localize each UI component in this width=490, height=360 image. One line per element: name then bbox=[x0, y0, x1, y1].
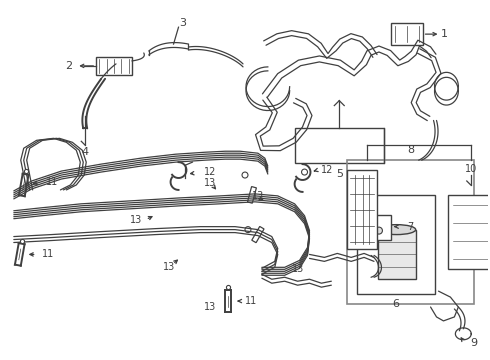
Text: 12: 12 bbox=[321, 165, 334, 175]
Text: 3: 3 bbox=[179, 18, 186, 28]
Text: 8: 8 bbox=[407, 145, 414, 155]
Text: 4: 4 bbox=[82, 147, 89, 157]
Text: 9: 9 bbox=[470, 338, 477, 348]
Text: 13: 13 bbox=[204, 302, 217, 312]
Bar bbox=[448, 195, 490, 269]
Text: 13: 13 bbox=[252, 191, 264, 201]
Ellipse shape bbox=[378, 225, 416, 235]
Text: 6: 6 bbox=[392, 299, 399, 309]
Bar bbox=[378, 230, 416, 279]
Text: 5: 5 bbox=[336, 169, 343, 179]
Bar bbox=[357, 195, 435, 294]
Bar bbox=[96, 57, 132, 75]
Text: 1: 1 bbox=[441, 29, 448, 39]
Bar bbox=[347, 160, 474, 304]
Ellipse shape bbox=[365, 219, 373, 227]
Text: 7: 7 bbox=[407, 222, 413, 231]
Text: 13: 13 bbox=[204, 178, 217, 188]
Ellipse shape bbox=[301, 169, 308, 175]
Text: 11: 11 bbox=[245, 296, 257, 306]
Bar bbox=[391, 23, 422, 45]
Bar bbox=[294, 129, 384, 163]
Text: 10: 10 bbox=[465, 164, 477, 174]
Text: 11: 11 bbox=[42, 249, 54, 260]
Polygon shape bbox=[252, 226, 264, 243]
Ellipse shape bbox=[242, 172, 248, 178]
Text: 2: 2 bbox=[65, 61, 72, 71]
Text: 13: 13 bbox=[130, 215, 142, 225]
Bar bbox=[361, 215, 391, 239]
Text: 11: 11 bbox=[46, 177, 58, 187]
Text: 13: 13 bbox=[163, 262, 175, 272]
Text: 13: 13 bbox=[292, 264, 304, 274]
Bar bbox=[347, 170, 377, 249]
Polygon shape bbox=[247, 186, 256, 203]
Ellipse shape bbox=[375, 227, 382, 234]
Ellipse shape bbox=[245, 227, 251, 233]
Text: 12: 12 bbox=[204, 167, 217, 177]
